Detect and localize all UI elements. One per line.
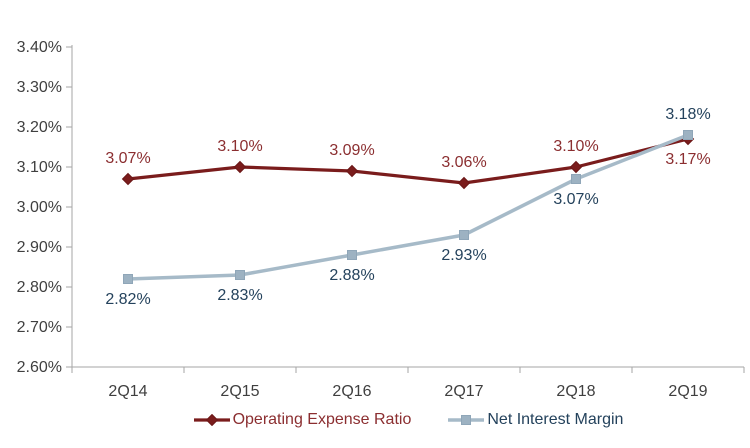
y-tick-label: 3.00% <box>17 199 62 216</box>
data-label: 2.93% <box>441 247 486 264</box>
legend-diamond-marker-icon <box>193 414 230 426</box>
data-label: 3.17% <box>665 151 710 168</box>
chart-legend: Operating Expense Ratio Net Interest Mar… <box>72 412 744 428</box>
data-label: 3.18% <box>665 106 710 123</box>
data-point-marker <box>457 176 471 190</box>
legend-label-operating-expense-ratio: Operating Expense Ratio <box>232 411 412 428</box>
x-tick-label: 2Q16 <box>332 383 371 400</box>
y-tick-label: 2.90% <box>17 239 62 256</box>
data-point-marker <box>683 130 693 140</box>
data-label: 3.10% <box>553 138 598 155</box>
y-tick-label: 2.60% <box>17 359 62 376</box>
data-point-marker <box>459 230 469 240</box>
y-tick-label: 2.80% <box>17 279 62 296</box>
data-label: 3.09% <box>329 142 374 159</box>
data-point-marker <box>347 250 357 260</box>
data-point-marker <box>121 172 135 186</box>
y-tick-label: 2.70% <box>17 319 62 336</box>
data-point-marker <box>569 160 583 174</box>
data-point-marker <box>235 270 245 280</box>
y-tick-label: 3.20% <box>17 119 62 136</box>
data-label: 2.88% <box>329 267 374 284</box>
data-point-marker <box>123 274 133 284</box>
series-line <box>127 133 689 281</box>
data-point-marker <box>571 174 581 184</box>
series-line <box>127 137 689 185</box>
data-label: 2.82% <box>105 291 150 308</box>
x-tick-label: 2Q18 <box>556 383 595 400</box>
data-point-marker <box>345 164 359 178</box>
data-label: 3.10% <box>217 138 262 155</box>
chart-plot-area: 2.60% 2.70% 2.80% 2.90% 3.00% 3.10% 3.20% 3.30%… <box>17 39 745 400</box>
data-point-marker <box>233 160 247 174</box>
data-label: 3.07% <box>105 150 150 167</box>
x-tick-label: 2Q17 <box>444 383 483 400</box>
y-tick-label: 3.10% <box>17 159 62 176</box>
legend-item-operating-expense-ratio: Operating Expense Ratio <box>193 411 412 428</box>
legend-label-net-interest-margin: Net Interest Margin <box>487 411 624 428</box>
x-tick-label: 2Q19 <box>668 383 707 400</box>
data-label: 2.83% <box>217 287 262 304</box>
data-label: 3.07% <box>553 191 598 208</box>
data-label: 3.06% <box>441 154 486 171</box>
x-tick-label: 2Q14 <box>108 383 147 400</box>
x-tick-label: 2Q15 <box>220 383 259 400</box>
legend-square-marker-icon <box>448 415 485 425</box>
y-tick-label: 3.30% <box>17 79 62 96</box>
y-tick-label: 3.40% <box>17 39 62 56</box>
legend-item-net-interest-margin: Net Interest Margin <box>447 412 623 428</box>
